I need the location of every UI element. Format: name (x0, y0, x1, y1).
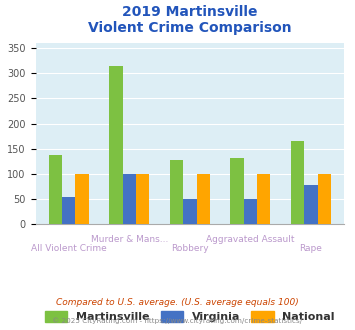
Bar (136, 174, 149, 224)
Text: Murder & Mans...: Murder & Mans... (91, 236, 168, 245)
Bar (62, 197, 76, 224)
Text: © 2025 CityRating.com - https://www.cityrating.com/crime-statistics/: © 2025 CityRating.com - https://www.city… (53, 317, 302, 324)
Legend: Martinsville, Virginia, National: Martinsville, Virginia, National (40, 306, 339, 326)
Bar (257, 174, 271, 224)
Text: Robbery: Robbery (171, 244, 209, 252)
Bar (49, 155, 62, 224)
Bar (291, 141, 304, 224)
Bar (76, 174, 89, 224)
Bar (183, 199, 197, 224)
Title: 2019 Martinsville
Violent Crime Comparison: 2019 Martinsville Violent Crime Comparis… (88, 5, 292, 35)
Bar (230, 158, 244, 224)
Bar (123, 174, 136, 224)
Bar (244, 199, 257, 224)
Bar (318, 174, 331, 224)
Text: Rape: Rape (300, 244, 322, 252)
Text: All Violent Crime: All Violent Crime (31, 244, 107, 252)
Bar (109, 66, 123, 224)
Bar (170, 160, 183, 224)
Text: Compared to U.S. average. (U.S. average equals 100): Compared to U.S. average. (U.S. average … (56, 298, 299, 307)
Text: Aggravated Assault: Aggravated Assault (206, 236, 295, 245)
Bar (304, 185, 318, 224)
Bar (197, 174, 210, 224)
